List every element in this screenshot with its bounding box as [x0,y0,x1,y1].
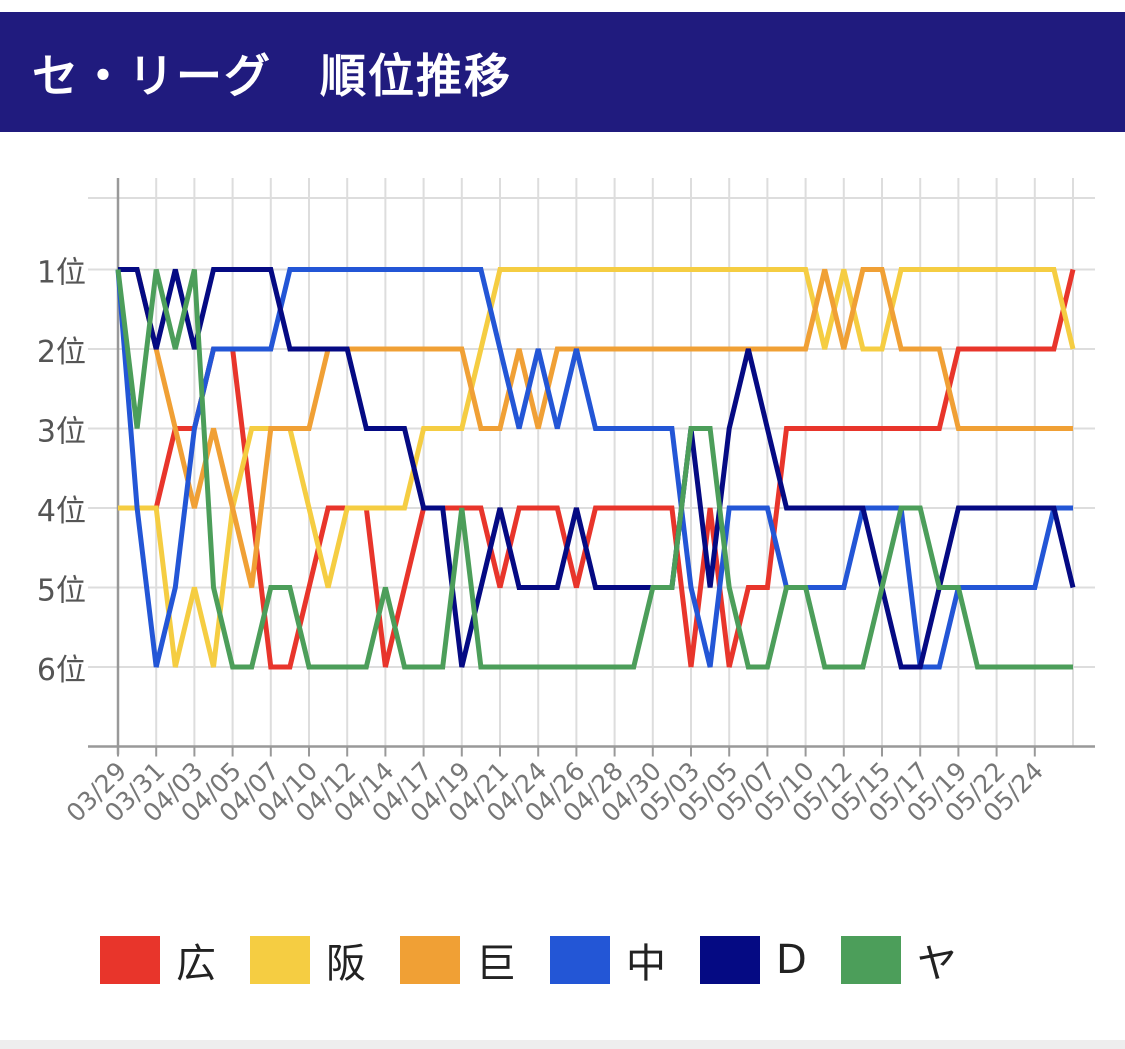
bottom-bar [0,1040,1125,1049]
legend-swatch [400,936,460,984]
series-line-ヤ [115,268,1073,670]
legend-label: D [776,937,807,983]
y-tick-label: 2位 [37,335,86,370]
series-line-巨 [118,267,1073,589]
legend-label: 巨 [476,941,516,987]
y-tick-label: 3位 [37,415,86,450]
legend-item: 巨 [400,931,516,989]
legend-swatch [700,936,760,984]
legend-label: 中 [626,941,666,987]
series-line-中 [115,267,1073,670]
legend-swatch [100,936,160,984]
legend-swatch [840,936,901,984]
legend-label: 広 [176,941,216,987]
rank-chart: 1位2位3位4位5位6位03/2903/3104/0304/0504/0704/… [37,178,1095,828]
legend-item: ヤ [840,931,957,989]
series-line-広 [118,268,1076,670]
legend-item: 広 [100,931,216,989]
header-bar: セ・リーグ 順位推移 [0,12,1125,132]
page-title: セ・リーグ 順位推移 [32,49,512,103]
legend-swatch [250,936,310,984]
series-line-D [118,267,1076,670]
legend-swatch [550,936,610,984]
legend-item: D [700,936,807,984]
y-tick-label: 6位 [37,653,86,688]
y-tick-label: 1位 [37,256,86,291]
legend-label: ヤ [916,941,957,987]
y-tick-label: 5位 [37,574,86,609]
y-tick-label: 4位 [37,494,86,529]
legend-item: 阪 [250,931,366,989]
legend-item: 中 [550,931,666,989]
legend-label: 阪 [326,941,366,987]
